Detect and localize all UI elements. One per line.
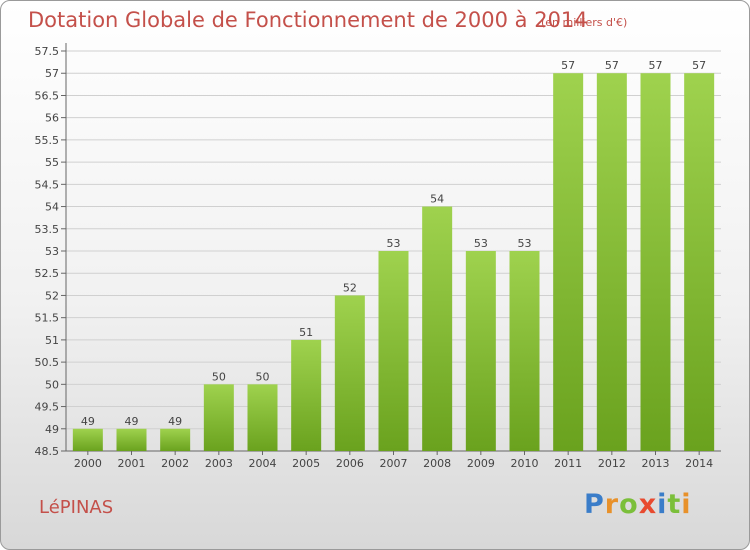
data-label: 50 — [256, 370, 270, 383]
x-tick-label: 2010 — [511, 457, 539, 470]
bar — [553, 73, 584, 451]
y-tick-label: 55 — [45, 156, 59, 169]
logo-letter: i — [681, 489, 692, 520]
data-label: 57 — [692, 59, 706, 72]
y-tick-label: 55.5 — [35, 134, 60, 147]
bar — [378, 251, 409, 451]
bar — [203, 384, 234, 451]
data-label: 52 — [343, 281, 357, 294]
bar — [160, 428, 191, 451]
y-tick-label: 49 — [45, 423, 59, 436]
x-tick-label: 2000 — [74, 457, 102, 470]
data-label: 49 — [168, 415, 182, 428]
bar — [247, 384, 278, 451]
logo-letter: r — [604, 489, 620, 520]
y-tick-label: 49.5 — [35, 401, 60, 414]
data-label: 49 — [81, 415, 95, 428]
x-tick-label: 2007 — [380, 457, 408, 470]
y-tick-label: 54.5 — [35, 178, 60, 191]
y-tick-label: 57 — [45, 67, 59, 80]
data-label: 50 — [212, 370, 226, 383]
x-tick-label: 2012 — [598, 457, 626, 470]
x-tick-label: 2003 — [205, 457, 233, 470]
data-label: 53 — [474, 237, 488, 250]
x-tick-label: 2013 — [642, 457, 670, 470]
x-tick-label: 2008 — [423, 457, 451, 470]
x-tick-label: 2011 — [554, 457, 582, 470]
x-tick-label: 2004 — [249, 457, 277, 470]
proxiti-logo: Proxiti — [584, 489, 692, 520]
logo-letter: x — [638, 489, 658, 520]
data-label: 53 — [518, 237, 532, 250]
x-tick-label: 2006 — [336, 457, 364, 470]
x-tick-label: 2001 — [118, 457, 146, 470]
chart-title: Dotation Globale de Fonctionnement de 20… — [28, 8, 588, 32]
y-tick-label: 53.5 — [35, 223, 60, 236]
y-tick-label: 56.5 — [35, 89, 60, 102]
x-tick-label: 2002 — [161, 457, 189, 470]
x-tick-label: 2014 — [685, 457, 713, 470]
y-tick-label: 51 — [45, 334, 59, 347]
logo-letter: o — [619, 489, 639, 520]
y-tick-label: 50.5 — [35, 356, 60, 369]
data-label: 49 — [125, 415, 139, 428]
chart-unit: (en milliers d'€) — [541, 16, 628, 29]
x-tick-label: 2005 — [292, 457, 320, 470]
data-label: 54 — [430, 193, 444, 206]
y-tick-label: 51.5 — [35, 312, 60, 325]
bar — [596, 73, 627, 451]
bar — [72, 428, 103, 451]
y-tick-label: 57.5 — [35, 45, 60, 58]
bar — [116, 428, 147, 451]
bar — [465, 251, 496, 451]
y-tick-label: 54 — [45, 201, 59, 214]
y-tick-label: 48.5 — [35, 445, 60, 458]
data-label: 57 — [605, 59, 619, 72]
y-tick-label: 56 — [45, 112, 59, 125]
y-tick-label: 52 — [45, 289, 59, 302]
bar — [291, 339, 322, 451]
bar — [509, 251, 540, 451]
bar — [684, 73, 715, 451]
logo-letter: t — [667, 489, 682, 520]
bar — [422, 206, 453, 451]
bar — [334, 295, 365, 451]
data-label: 57 — [561, 59, 575, 72]
logo-letter: i — [657, 489, 668, 520]
logo-letter: P — [584, 489, 605, 520]
data-label: 57 — [649, 59, 663, 72]
data-label: 51 — [299, 326, 313, 339]
y-tick-label: 50 — [45, 378, 59, 391]
data-label: 53 — [387, 237, 401, 250]
bar — [640, 73, 671, 451]
y-tick-label: 52.5 — [35, 267, 60, 280]
x-tick-label: 2009 — [467, 457, 495, 470]
y-tick-label: 53 — [45, 245, 59, 258]
commune-name: LéPINAS — [39, 497, 114, 518]
